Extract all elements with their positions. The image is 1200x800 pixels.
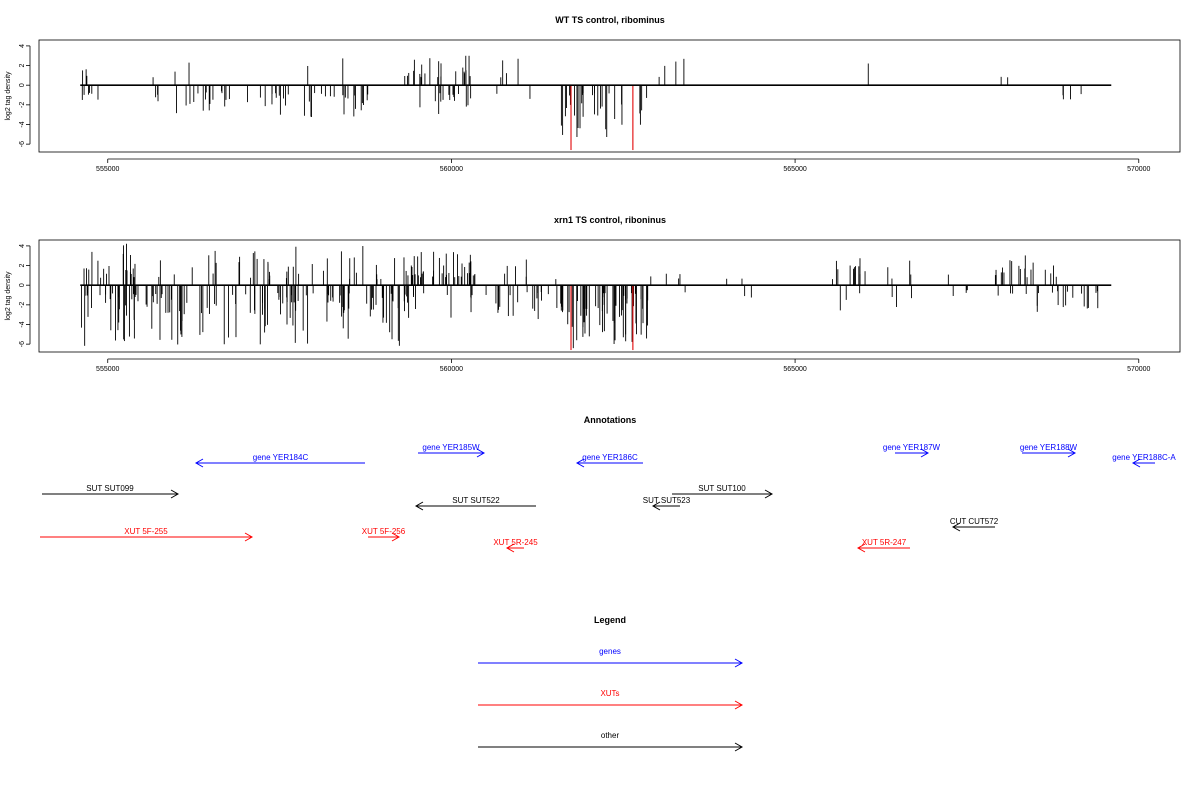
legend-title: Legend [594, 615, 626, 625]
wt-y-tick-label: 4 [19, 44, 26, 48]
xrn1-x-tick-label: 565000 [783, 366, 806, 373]
annotation-label-gene-yer187w: gene YER187W [883, 443, 941, 452]
xrn1-y-tick-label: -2 [19, 302, 26, 308]
xrn1-panel-title: xrn1 TS control, riboninus [554, 215, 666, 225]
annotation-arrow-gene-yer188c-a [1131, 458, 1155, 468]
wt-y-tick-label: -2 [19, 102, 26, 108]
annotation-label-xut-5f-256: XUT 5F-256 [362, 527, 406, 536]
annotation-label-sut-sut522: SUT SUT522 [452, 496, 500, 505]
xrn1-x-tick-label: 560000 [440, 366, 463, 373]
wt-y-tick-label: 2 [19, 63, 26, 67]
wt-x-tick-label: 570000 [1127, 166, 1150, 173]
annotation-label-gene-yer188w: gene YER188W [1020, 443, 1078, 452]
xrn1-y-axis-label: log2 tag density [5, 271, 12, 321]
wt-y-tick-label: 0 [19, 83, 26, 87]
wt-density-panel: WT TS control, ribominus 555000 560000 565… [5, 15, 1181, 173]
wt-x-tick-label: 555000 [96, 166, 119, 173]
annotation-label-sut-sut100: SUT SUT100 [698, 484, 746, 493]
legend-label-genes: genes [599, 647, 621, 656]
xrn1-y-tick-label: -6 [19, 341, 26, 347]
wt-plot-frame [38, 39, 1181, 153]
xrn1-y-tick-label: -4 [19, 321, 26, 327]
wt-y-tick-label: -6 [19, 141, 26, 147]
wt-x-tick-label: 560000 [440, 166, 463, 173]
wt-panel-title: WT TS control, ribominus [555, 15, 665, 25]
xrn1-axes: 555000 560000 565000 570000 -6 -4 -2 0 2 4 [19, 244, 1151, 373]
annotation-arrow-sut-sut099 [42, 489, 180, 499]
wt-axes: 555000 560000 565000 570000 -6 -4 -2 0 2 4 [19, 44, 1151, 173]
xrn1-y-tick-label: 0 [19, 283, 26, 287]
wt-y-axis-label: log2 tag density [5, 71, 12, 121]
legend-label-xuts: XUTs [600, 689, 619, 698]
annotation-label-sut-sut099: SUT SUT099 [86, 484, 134, 493]
annotation-label-cut-cut572: CUT CUT572 [950, 517, 999, 526]
annotation-arrow-sut-sut523 [651, 501, 680, 511]
annotation-label-xut-5f-255: XUT 5F-255 [124, 527, 168, 536]
legend-label-other: other [601, 731, 620, 740]
annotation-label-xut-5r-245: XUT 5R-245 [493, 538, 538, 547]
legend-arrow-genes [478, 658, 744, 668]
annotation-arrow-xut-5r-245 [505, 543, 524, 553]
annotation-arrow-xut-5r-247 [856, 543, 910, 553]
xrn1-x-tick-label: 570000 [1127, 366, 1150, 373]
legend-entries: genes XUTs other [478, 647, 744, 752]
annotation-arrow-gene-yer185w [418, 448, 486, 458]
xrn1-y-tick-label: 2 [19, 263, 26, 267]
annotation-label-gene-yer185w: gene YER185W [422, 443, 480, 452]
xrn1-density-panel: xrn1 TS control, riboninus 555000 560000 5… [5, 215, 1181, 373]
xrn1-y-tick-label: 4 [19, 244, 26, 248]
xrn1-bars [80, 243, 1112, 351]
annotation-label-sut-sut523: SUT SUT523 [643, 496, 691, 505]
annotation-arrow-gene-yer188w [1022, 448, 1077, 458]
annotation-label-gene-yer184c: gene YER184C [253, 453, 309, 462]
annotation-arrow-sut-sut522 [414, 501, 536, 511]
legend-panel: Legend genes XUTs other [478, 615, 744, 752]
annotation-arrow-sut-sut100 [672, 489, 774, 499]
wt-x-tick-label: 565000 [783, 166, 806, 173]
xrn1-x-tick-label: 555000 [96, 366, 119, 373]
annotation-arrow-xut-5f-255 [40, 532, 254, 542]
annotation-features: gene YER184C gene YER185W gene YER186C gene… [40, 443, 1176, 553]
wt-y-tick-label: -4 [19, 121, 26, 127]
legend-arrow-other [478, 742, 744, 752]
annotation-arrow-gene-yer186c [575, 458, 643, 468]
wt-bars [80, 55, 1112, 151]
annotation-arrow-xut-5f-256 [368, 532, 401, 542]
annotation-label-gene-yer188c-a: gene YER188C-A [1112, 453, 1176, 462]
xrn1-plot-frame [38, 239, 1181, 353]
legend-arrow-xuts [478, 700, 744, 710]
annotations-title: Annotations [584, 415, 637, 425]
annotation-label-xut-5r-247: XUT 5R-247 [862, 538, 907, 547]
annotation-arrow-gene-yer187w [895, 448, 930, 458]
annotation-arrow-cut-cut572 [951, 522, 995, 532]
annotation-label-gene-yer186c: gene YER186C [582, 453, 638, 462]
annotation-arrow-gene-yer184c [194, 458, 365, 468]
